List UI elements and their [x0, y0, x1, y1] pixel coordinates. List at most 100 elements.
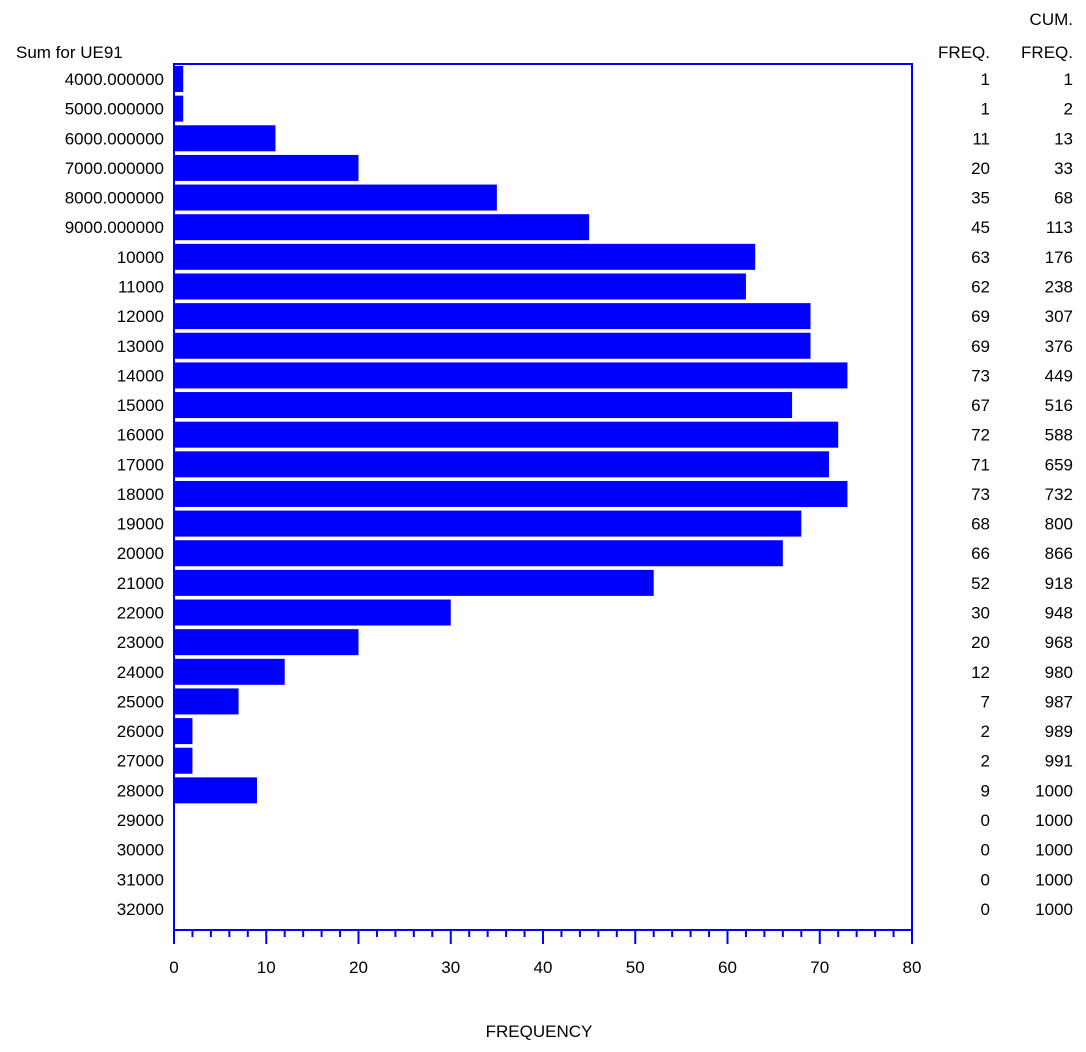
bar-22000: [174, 599, 451, 626]
x-axis-label: FREQUENCY: [486, 1022, 593, 1041]
freq-value: 30: [971, 604, 990, 623]
cum-freq-value: 1000: [1035, 811, 1073, 830]
bar-13000: [174, 332, 811, 359]
freq-value: 20: [971, 633, 990, 652]
freq-value: 1: [981, 70, 990, 89]
cum-freq-column-header: FREQ.: [1021, 43, 1073, 62]
plot-frame: [173, 63, 913, 930]
x-tick-label: 70: [810, 958, 829, 977]
cum-freq-value: 659: [1045, 455, 1073, 474]
bar-18000: [174, 480, 848, 507]
bar-9000.000000: [174, 214, 590, 241]
bar-28000: [174, 777, 258, 804]
category-label: 13000: [117, 337, 164, 356]
freq-value: 71: [971, 455, 990, 474]
x-tick-label: 50: [626, 958, 645, 977]
freq-column-group: 1111203545636269697367727173686652302012…: [971, 70, 990, 919]
bar-24000: [174, 658, 285, 685]
category-label: 32000: [117, 900, 164, 919]
category-label: 29000: [117, 811, 164, 830]
cum-freq-value: 918: [1045, 574, 1073, 593]
category-label: 31000: [117, 870, 164, 889]
category-label: 7000.000000: [65, 159, 164, 178]
category-label: 19000: [117, 515, 164, 534]
category-label: 4000.000000: [65, 70, 164, 89]
cum-freq-value: 33: [1054, 159, 1073, 178]
bar-14000: [174, 362, 848, 389]
freq-value: 69: [971, 337, 990, 356]
freq-value: 12: [971, 663, 990, 682]
category-label: 21000: [117, 574, 164, 593]
category-label: 15000: [117, 396, 164, 415]
freq-value: 1: [981, 100, 990, 119]
x-tick-label: 30: [441, 958, 460, 977]
freq-value: 63: [971, 248, 990, 267]
cum-freq-value: 449: [1045, 366, 1073, 385]
bar-11000: [174, 273, 746, 300]
category-label: 14000: [117, 366, 164, 385]
category-label: 12000: [117, 307, 164, 326]
category-label: 5000.000000: [65, 100, 164, 119]
category-labels-group: 4000.000000 5000.000000 6000.000000 7000.00…: [65, 70, 164, 919]
bar-12000: [174, 303, 811, 330]
freq-value: 0: [981, 900, 990, 919]
freq-value: 2: [981, 752, 990, 771]
freq-value: 7: [981, 692, 990, 711]
freq-value: 62: [971, 277, 990, 296]
category-label: 20000: [117, 544, 164, 563]
freq-value: 73: [971, 485, 990, 504]
freq-value: 2: [981, 722, 990, 741]
bar-23000: [174, 629, 359, 656]
category-label: 18000: [117, 485, 164, 504]
cum-freq-header-top: CUM.: [1030, 10, 1073, 29]
bar-8000.000000: [174, 184, 497, 211]
category-label: 28000: [117, 781, 164, 800]
cum-freq-value: 176: [1045, 248, 1073, 267]
category-label: 17000: [117, 455, 164, 474]
cum-freq-value: 948: [1045, 604, 1073, 623]
freq-value: 0: [981, 841, 990, 860]
freq-value: 11: [972, 129, 990, 148]
cum-freq-value: 516: [1045, 396, 1073, 415]
cum-freq-value: 991: [1045, 752, 1073, 771]
cum-freq-column-group: 1 2 13 33 68 113 176 238 307 376 449 516 588 659 732 80…: [1035, 70, 1073, 919]
cum-freq-value: 800: [1045, 515, 1073, 534]
bar-16000: [174, 421, 839, 448]
category-label: 25000: [117, 692, 164, 711]
bar-4000.000000: [174, 66, 184, 92]
freq-value: 67: [971, 396, 990, 415]
x-tick-label: 80: [903, 958, 922, 977]
cum-freq-value: 1000: [1035, 781, 1073, 800]
bar-27000: [174, 747, 193, 774]
bar-19000: [174, 510, 802, 537]
bar-6000.000000: [174, 125, 276, 152]
freq-value: 52: [971, 574, 990, 593]
bar-20000: [174, 540, 783, 567]
bars-group: [174, 66, 848, 804]
freq-value: 69: [971, 307, 990, 326]
freq-value: 0: [981, 811, 990, 830]
category-label: 8000.000000: [65, 189, 164, 208]
cum-freq-value: 732: [1045, 485, 1073, 504]
bar-5000.000000: [174, 95, 184, 122]
freq-value: 73: [971, 366, 990, 385]
x-tick-label: 0: [169, 958, 178, 977]
cum-freq-value: 980: [1045, 663, 1073, 682]
x-tick-label: 60: [718, 958, 737, 977]
category-label: 10000: [117, 248, 164, 267]
x-axis-ticks-group: 0 10 20 30 40 50 60 70 80: [169, 930, 921, 977]
cum-freq-value: 238: [1045, 277, 1073, 296]
cum-freq-value: 13: [1054, 129, 1073, 148]
freq-value: 0: [981, 870, 990, 889]
category-label: 27000: [117, 752, 164, 771]
freq-column-header: FREQ.: [938, 43, 990, 62]
freq-value: 35: [971, 189, 990, 208]
category-label: 16000: [117, 426, 164, 445]
category-label: 26000: [117, 722, 164, 741]
cum-freq-value: 2: [1064, 100, 1073, 119]
cum-freq-value: 987: [1045, 692, 1073, 711]
bar-21000: [174, 569, 654, 596]
freq-value: 68: [971, 515, 990, 534]
bar-26000: [174, 718, 193, 745]
